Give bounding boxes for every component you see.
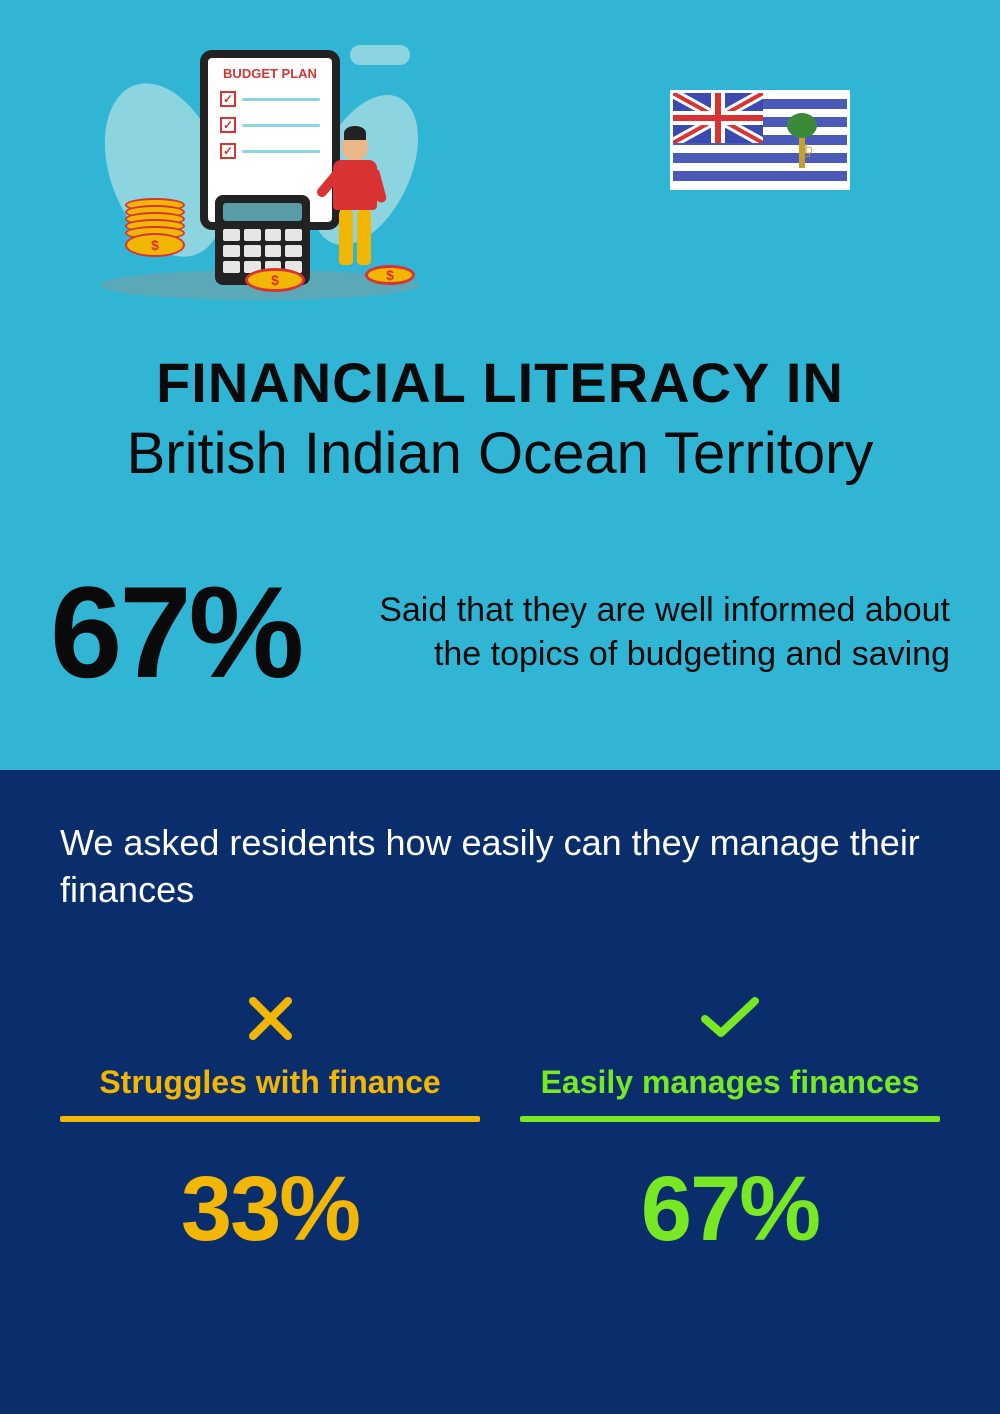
main-stat-description: Said that they are well informed about t… — [336, 588, 950, 676]
person-icon — [320, 130, 390, 290]
result-manages: Easily manages finances 67% — [520, 984, 940, 1262]
main-stat-percent: 67% — [50, 567, 301, 697]
cross-icon — [60, 984, 480, 1054]
budget-illustration: BUDGET PLAN ✓ ✓ ✓ — [50, 40, 430, 300]
question-text: We asked residents how easily can they m… — [60, 820, 940, 914]
result-percent-manages: 67% — [520, 1157, 940, 1262]
biot-flag: ♔ — [670, 90, 850, 190]
bottom-section: We asked residents how easily can they m… — [0, 770, 1000, 1414]
result-label-struggles: Struggles with finance — [60, 1064, 480, 1101]
top-section: BUDGET PLAN ✓ ✓ ✓ — [0, 0, 1000, 770]
result-label-manages: Easily manages finances — [520, 1064, 940, 1101]
title-section: FINANCIAL LITERACY IN British Indian Oce… — [50, 350, 950, 487]
divider-green — [520, 1116, 940, 1122]
coins-icon: $ — [125, 205, 185, 257]
clipboard-title: BUDGET PLAN — [208, 66, 332, 81]
title-line-1: FINANCIAL LITERACY IN — [50, 350, 950, 415]
results-row: Struggles with finance 33% Easily manage… — [60, 984, 940, 1262]
result-struggles: Struggles with finance 33% — [60, 984, 480, 1262]
divider-yellow — [60, 1116, 480, 1122]
title-line-2: British Indian Ocean Territory — [50, 420, 950, 487]
infographic-container: BUDGET PLAN ✓ ✓ ✓ — [0, 0, 1000, 1414]
check-icon — [520, 984, 940, 1054]
main-stat-row: 67% Said that they are well informed abo… — [50, 567, 950, 697]
header-images: BUDGET PLAN ✓ ✓ ✓ — [50, 40, 950, 320]
result-percent-struggles: 33% — [60, 1157, 480, 1262]
